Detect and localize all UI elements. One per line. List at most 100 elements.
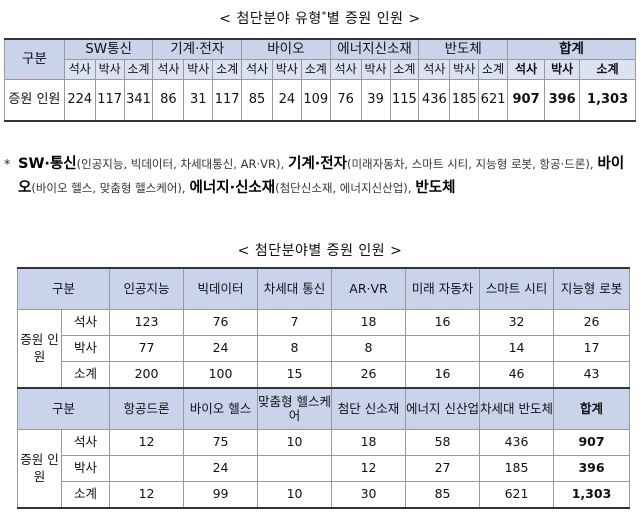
t2-header: 에너지 신산업 (405, 387, 481, 430)
t2-row-label: 박사 (60, 455, 111, 482)
t2-cell: 27 (405, 455, 481, 482)
t1-group-semi: 반도체 (418, 38, 509, 60)
t1-cell: 86 (152, 79, 185, 122)
category-note: * SW·통신(인공지능, 빅데이터, 차세대통신, AR·VR), 기계·전자… (4, 152, 630, 200)
t2-cell: 621 (479, 481, 555, 509)
t2-cell: 76 (183, 309, 259, 336)
t2-cell: 200 (109, 361, 185, 389)
title-1-asterisk: * (321, 10, 327, 21)
t2-row-label: 소계 (60, 361, 111, 389)
t2-header: 차세대 반도체 (479, 387, 555, 430)
t2-cell: 10 (257, 429, 333, 456)
t2-cell: 43 (553, 361, 631, 389)
t2-header: 항공드론 (109, 387, 185, 430)
note-cat-mech: 기계·전자 (288, 156, 347, 172)
t2-cell: 8 (331, 335, 407, 362)
t2-row-label: 석사 (60, 309, 111, 336)
t2-cell: 17 (553, 335, 631, 362)
t1-sub: 석사 (63, 59, 96, 80)
t2-header: 스마트 시티 (479, 267, 555, 310)
t2-cell: 10 (257, 481, 333, 509)
t2-cell: 15 (257, 361, 333, 389)
t2-cell-total: 1,303 (553, 481, 631, 509)
t1-sub: 박사 (544, 59, 581, 80)
t1-cell: 436 (418, 79, 451, 122)
note-detail-mech: (미래자동차, 스마트 시티, 지능형 로봇, 항공·드론), (346, 157, 594, 171)
t1-sub: 소계 (389, 59, 420, 80)
note-detail-sw: (인공지능, 빅데이터, 차세대통신, AR·VR), (76, 157, 285, 171)
t2-corner-2: 구분 (16, 387, 111, 430)
t1-group-total: 합계 (507, 38, 636, 60)
t2-cell: 12 (109, 481, 185, 509)
summary-table: 구분 SW통신 기계·전자 바이오 에너지신소재 반도체 합계 석사 박사 소계… (4, 38, 636, 122)
t1-group-bio: 바이오 (241, 38, 331, 60)
t2-cell: 18 (331, 429, 407, 456)
title-1-main: < 첨단분야 유형 (219, 11, 322, 27)
t1-cell: 76 (329, 79, 362, 122)
t2-header: 인공지능 (109, 267, 185, 310)
t2-header: AR·VR (331, 267, 407, 310)
t2-corner-1: 구분 (16, 267, 111, 310)
t1-sub: 석사 (329, 59, 362, 80)
t2-cell: 100 (183, 361, 259, 389)
t2-header: 지능형 로봇 (553, 267, 631, 310)
t2-cell: 185 (479, 455, 555, 482)
t2-cell (405, 335, 481, 362)
t2-cell: 7 (257, 309, 333, 336)
t1-cell: 185 (449, 79, 480, 122)
t1-cell: 117 (94, 79, 125, 122)
note-cat-semi: 반도체 (415, 180, 456, 196)
t1-row-label: 증원 인원 (4, 79, 65, 122)
t2-cell: 32 (479, 309, 555, 336)
t2-row-label: 석사 (60, 429, 111, 456)
t1-cell-total: 396 (544, 79, 581, 122)
t1-sub: 석사 (241, 59, 273, 80)
t2-cell: 75 (183, 429, 259, 456)
t1-cell: 85 (241, 79, 273, 122)
t2-cell (257, 455, 333, 482)
t2-cell: 12 (109, 429, 185, 456)
t2-cell (109, 455, 185, 482)
t2-side-label-1: 증원 인원 (17, 309, 62, 389)
t1-cell-total: 1,303 (579, 79, 636, 122)
t1-sub: 석사 (418, 59, 451, 80)
t2-cell: 77 (109, 335, 185, 362)
t2-cell: 123 (109, 309, 185, 336)
t2-header: 차세대 통신 (257, 267, 333, 310)
t2-cell: 16 (405, 361, 481, 389)
detail-table: 구분 인공지능 빅데이터 차세대 통신 AR·VR 미래 자동차 스마트 시티 … (16, 267, 631, 509)
t2-cell: 16 (405, 309, 481, 336)
note-detail-bio: (바이오 헬스, 맞춤형 헬스케어), (31, 181, 186, 195)
t2-cell: 24 (183, 335, 259, 362)
title-1: < 첨단분야 유형*별 증원 인원 > (0, 8, 640, 28)
t2-header: 바이오 헬스 (183, 387, 259, 430)
t1-cell: 621 (478, 79, 509, 122)
t2-cell: 14 (479, 335, 555, 362)
t2-row-label: 박사 (60, 335, 111, 362)
t2-cell: 8 (257, 335, 333, 362)
t1-sub: 석사 (507, 59, 546, 80)
t1-sub: 박사 (360, 59, 391, 80)
t1-cell: 115 (389, 79, 420, 122)
t1-sub: 박사 (449, 59, 480, 80)
note-cat-sw: SW·통신 (18, 156, 77, 172)
note-cat-energy: 에너지·신소재 (189, 180, 276, 196)
t1-group-sw: SW통신 (63, 38, 154, 60)
t2-cell: 46 (479, 361, 555, 389)
t2-cell: 24 (183, 455, 259, 482)
t2-cell: 436 (479, 429, 555, 456)
t2-cell: 99 (183, 481, 259, 509)
t2-side-label-2: 증원 인원 (17, 429, 62, 509)
title-1-rest: 별 증원 인원 > (326, 11, 421, 27)
t2-cell: 18 (331, 309, 407, 336)
t1-cell: 341 (123, 79, 154, 122)
t1-cell: 24 (271, 79, 302, 122)
t1-cell-total: 907 (507, 79, 546, 122)
t1-sub: 석사 (152, 59, 185, 80)
t1-group-energy: 에너지신소재 (329, 38, 420, 60)
t2-cell-total: 396 (553, 455, 631, 482)
t1-cell: 109 (300, 79, 331, 122)
t2-cell: 85 (405, 481, 481, 509)
t1-sub: 소계 (579, 59, 636, 80)
t2-row-label: 소계 (60, 481, 111, 509)
